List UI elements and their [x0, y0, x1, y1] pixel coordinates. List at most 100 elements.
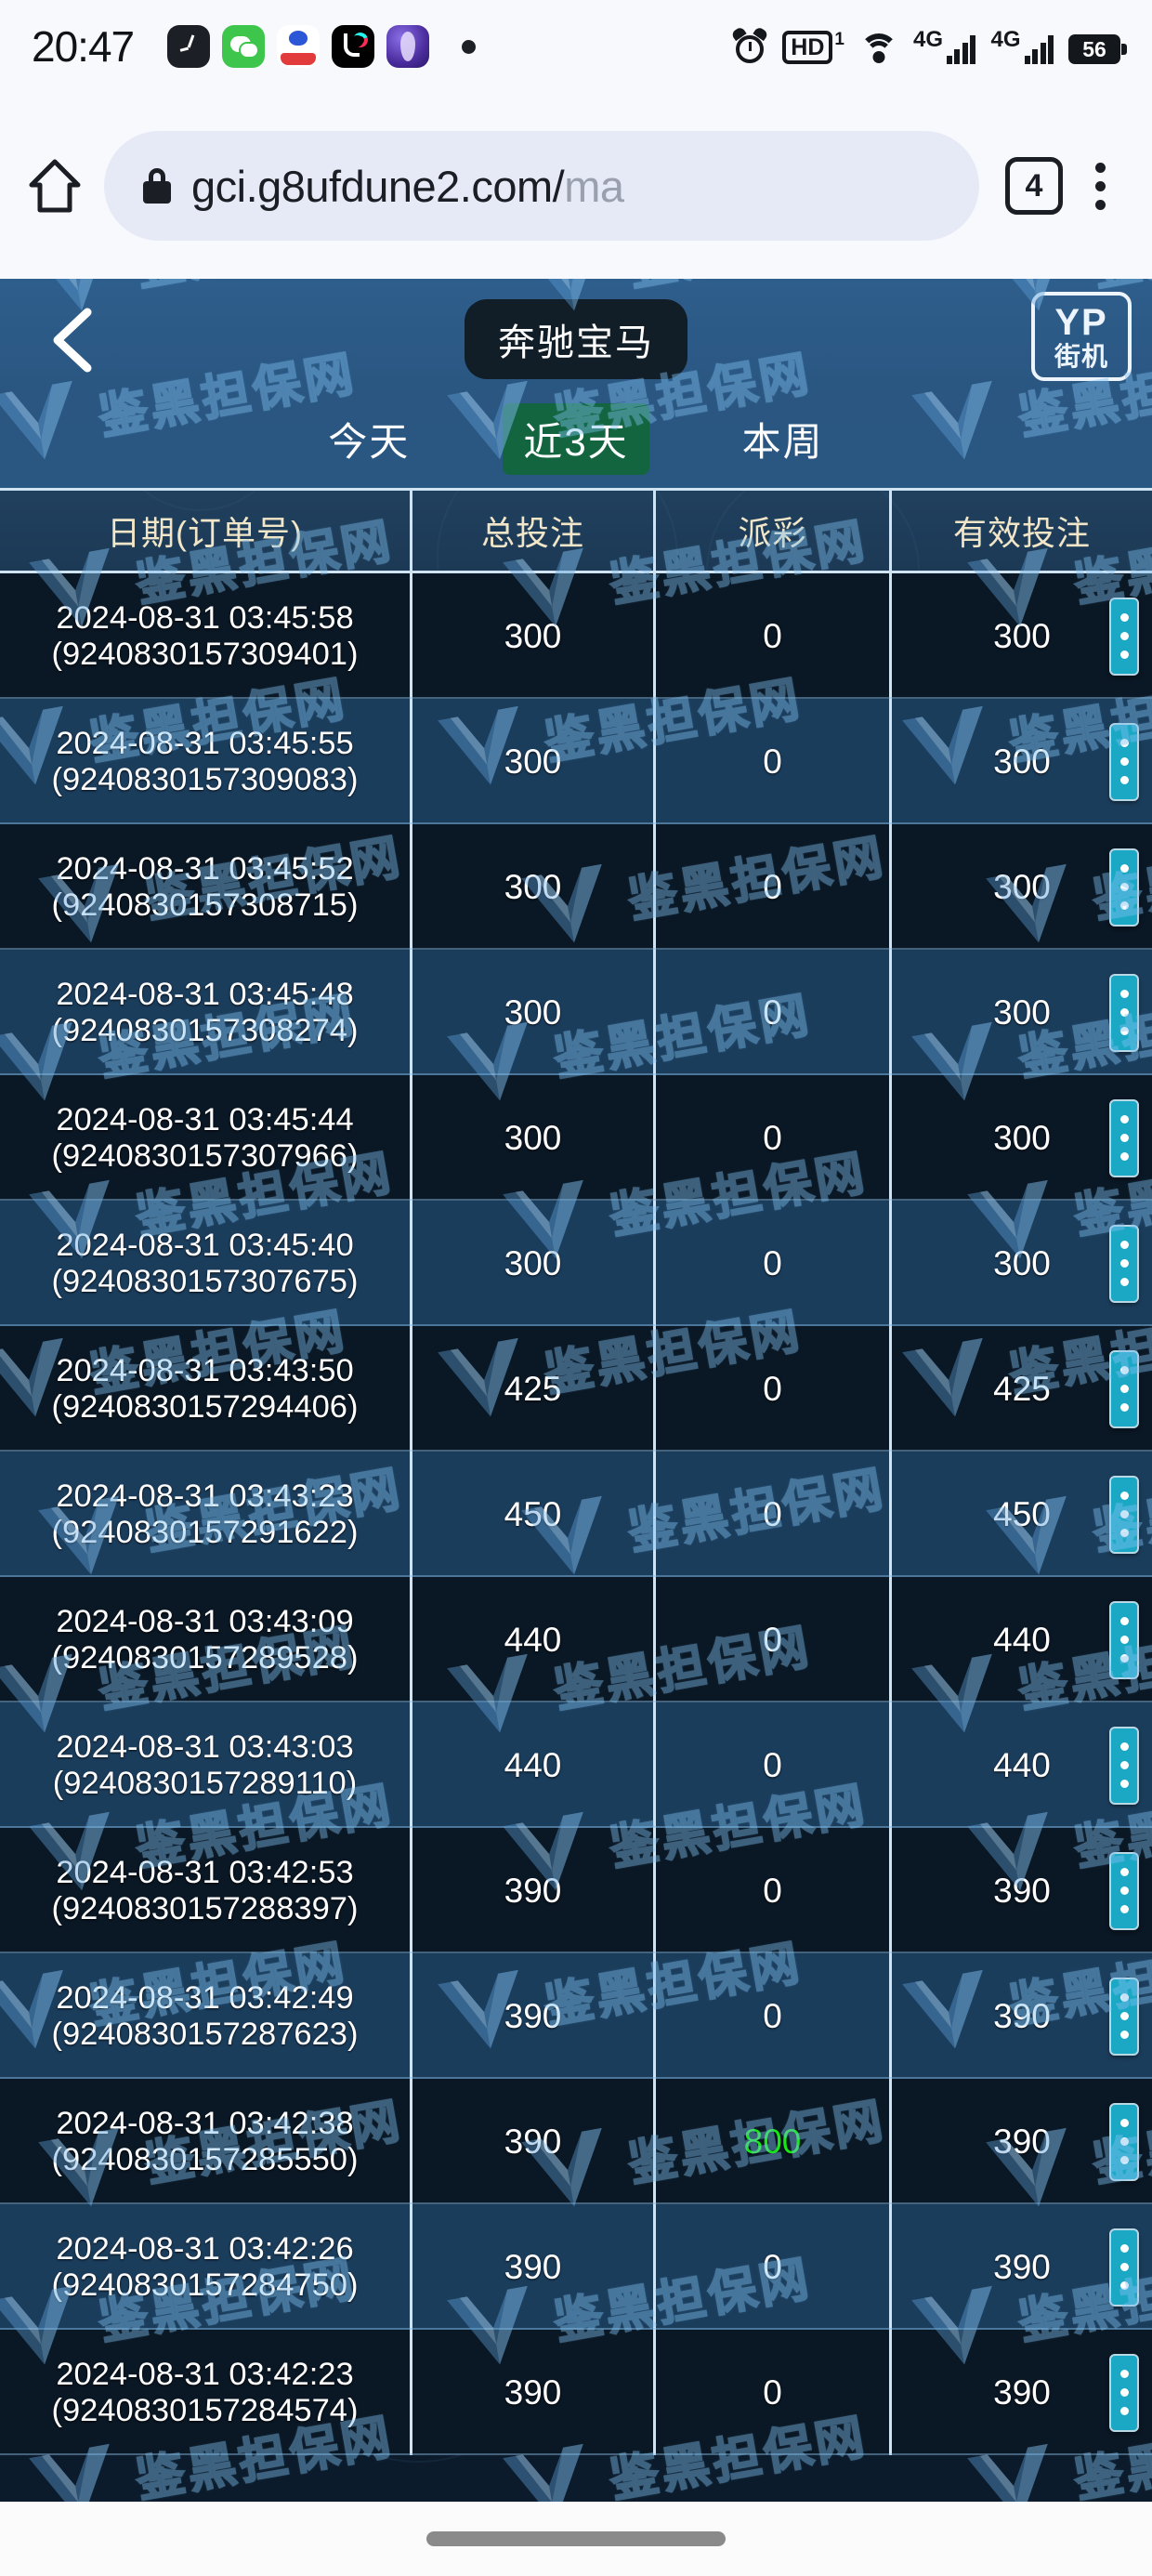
kebab-menu-icon[interactable] [1109, 973, 1139, 1052]
kebab-menu-icon[interactable] [1109, 1977, 1139, 2056]
home-gesture-handle[interactable] [426, 2531, 726, 2546]
row-actions[interactable] [1096, 573, 1152, 699]
row-actions[interactable] [1096, 2079, 1152, 2204]
wechat-icon [222, 25, 266, 68]
cell-payout: 0 [656, 1953, 892, 2079]
row-datetime: 2024-08-31 03:45:52 [56, 850, 354, 887]
cell-date: 2024-08-31 03:43:03 (9240830157289110) [0, 1702, 412, 1828]
row-order-id: (9240830157291622) [51, 1514, 359, 1550]
row-actions[interactable] [1096, 699, 1152, 824]
status-bar: 20:47 HD 1 4G 4G [0, 0, 1152, 93]
cell-effective-bet: 390 [993, 1996, 1051, 2035]
cell-date: 2024-08-31 03:45:40 (9240830157307675) [0, 1201, 412, 1326]
row-actions[interactable] [1096, 950, 1152, 1075]
cell-total-bet: 390 [412, 1953, 656, 2079]
cell-total-bet: 300 [412, 699, 656, 824]
cell-total-bet: 450 [412, 1452, 656, 1577]
cell-payout: 0 [656, 1201, 892, 1326]
kebab-menu-icon[interactable] [1109, 597, 1139, 676]
row-order-id: (9240830157285550) [51, 2141, 359, 2177]
kebab-menu-icon[interactable] [1109, 722, 1139, 801]
row-actions[interactable] [1096, 1452, 1152, 1577]
alarm-icon [730, 25, 769, 64]
kebab-menu-icon[interactable] [1109, 1349, 1139, 1428]
cell-date: 2024-08-31 03:45:52 (9240830157308715) [0, 824, 412, 950]
cell-effective-bet: 440 [993, 1620, 1051, 1659]
kebab-menu-icon[interactable] [1109, 848, 1139, 927]
row-actions[interactable] [1096, 1577, 1152, 1702]
kebab-menu-icon[interactable] [1109, 1600, 1139, 1679]
row-order-id: (9240830157289528) [51, 1639, 359, 1676]
tab-count-button[interactable]: 4 [1005, 157, 1063, 215]
table-row[interactable]: 2024-08-31 03:45:40 (9240830157307675) 300… [0, 1201, 1152, 1326]
tab-last3days[interactable]: 近3天 [503, 403, 649, 475]
url-bar[interactable]: gci.g8ufdune2.com/ma [104, 131, 979, 241]
cell-effective-bet: 300 [993, 742, 1051, 781]
row-datetime: 2024-08-31 03:43:23 [56, 1478, 354, 1514]
cell-total-bet: 300 [412, 824, 656, 950]
table-row[interactable]: 2024-08-31 03:43:09 (9240830157289528) 440… [0, 1577, 1152, 1702]
browser-toolbar: gci.g8ufdune2.com/ma 4 [0, 93, 1152, 279]
row-order-id: (9240830157308274) [51, 1012, 359, 1048]
table-row[interactable]: 2024-08-31 03:42:53 (9240830157288397) 390… [0, 1828, 1152, 1953]
table-row[interactable]: 2024-08-31 03:45:48 (9240830157308274) 300… [0, 950, 1152, 1075]
logo-line-1: YP [1054, 301, 1108, 343]
cell-date: 2024-08-31 03:43:50 (9240830157294406) [0, 1326, 412, 1452]
bet-history-table: 日期(订单号) 总投注 派彩 有效投注 2024-08-31 03:45:58(… [0, 488, 1152, 2455]
row-actions[interactable] [1096, 1702, 1152, 1828]
overflow-menu-icon[interactable] [1074, 162, 1126, 210]
row-actions[interactable] [1096, 1828, 1152, 1953]
row-actions[interactable] [1096, 1075, 1152, 1201]
row-datetime: 2024-08-31 03:43:03 [56, 1728, 354, 1765]
row-actions[interactable] [1096, 2330, 1152, 2455]
kebab-menu-icon[interactable] [1109, 1224, 1139, 1303]
kebab-menu-icon[interactable] [1109, 1098, 1139, 1177]
column-header-totalbet: 总投注 [412, 491, 656, 571]
kebab-menu-icon[interactable] [1109, 1726, 1139, 1805]
table-row[interactable]: 2024-08-31 03:42:49 (9240830157287623) 390… [0, 1953, 1152, 2079]
app-header: 奔驰宝马 YP 街机 今天 近3天 本周 [0, 279, 1152, 488]
row-actions[interactable] [1096, 2204, 1152, 2330]
table-row[interactable]: 2024-08-31 03:45:55 (9240830157309083) 300… [0, 699, 1152, 824]
notification-dot-icon [462, 39, 477, 54]
row-datetime: 2024-08-31 03:45:44 [56, 1101, 354, 1137]
url-text: gci.g8ufdune2.com/ma [191, 161, 624, 212]
kebab-menu-icon[interactable] [1109, 1851, 1139, 1930]
clock-icon [167, 25, 211, 68]
kebab-menu-icon[interactable] [1109, 1475, 1139, 1554]
table-row[interactable]: 2024-08-31 03:43:23 (9240830157291622) 450… [0, 1452, 1152, 1577]
table-row[interactable]: 2024-08-31 03:42:38 (9240830157285550) 390… [0, 2079, 1152, 2204]
table-row[interactable]: 2024-08-31 03:45:44 (9240830157307966) 300… [0, 1075, 1152, 1201]
page-title: 奔驰宝马 [465, 299, 687, 379]
table-row[interactable]: 2024-08-31 03:43:50 (9240830157294406) 425… [0, 1326, 1152, 1452]
cell-total-bet: 300 [412, 950, 656, 1075]
home-icon[interactable] [26, 157, 84, 215]
row-order-id: (9240830157309401) [51, 636, 359, 672]
table-row[interactable]: 2024-08-31 03:43:03 (9240830157289110) 440… [0, 1702, 1152, 1828]
row-actions[interactable] [1096, 824, 1152, 950]
row-order-id: (9240830157287623) [51, 2016, 359, 2052]
cell-total-bet: 440 [412, 1702, 656, 1828]
row-actions[interactable] [1096, 1953, 1152, 2079]
row-order-id: (9240830157307966) [51, 1137, 359, 1174]
kebab-menu-icon[interactable] [1109, 2353, 1139, 2432]
row-datetime: 2024-08-31 03:42:26 [56, 2230, 354, 2267]
back-arrow-icon[interactable] [45, 307, 100, 374]
cell-total-bet: 425 [412, 1326, 656, 1452]
signal1-label: 4G [912, 27, 943, 52]
cell-payout: 0 [656, 573, 892, 699]
table-row[interactable]: 2024-08-31 03:42:23 (9240830157284574) 390… [0, 2330, 1152, 2455]
kebab-menu-icon[interactable] [1109, 2228, 1139, 2307]
tab-thisweek[interactable]: 本周 [741, 420, 824, 464]
row-actions[interactable] [1096, 1326, 1152, 1452]
tab-today[interactable]: 今天 [328, 420, 411, 464]
kebab-menu-icon[interactable] [1109, 2102, 1139, 2181]
table-row[interactable]: 2024-08-31 03:42:26 (9240830157284750) 390… [0, 2204, 1152, 2330]
cell-payout: 0 [656, 2204, 892, 2330]
row-actions[interactable] [1096, 1201, 1152, 1326]
cell-effective-bet: 450 [993, 1494, 1051, 1533]
table-row[interactable]: 2024-08-31 03:45:58 (9240830157309401) 300… [0, 573, 1152, 699]
cell-date: 2024-08-31 03:42:53 (9240830157288397) [0, 1828, 412, 1953]
table-row[interactable]: 2024-08-31 03:45:52 (9240830157308715) 300… [0, 824, 1152, 950]
